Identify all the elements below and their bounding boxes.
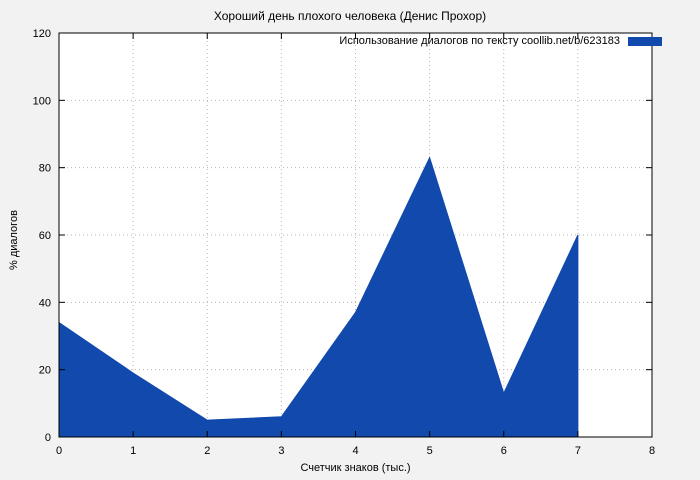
x-tick-label: 1 [130, 445, 136, 457]
x-tick-label: 0 [56, 445, 62, 457]
legend-swatch [628, 36, 662, 46]
y-tick-label: 20 [39, 365, 51, 377]
y-axis-label: % диалогов [8, 210, 20, 270]
y-tick-label: 100 [33, 95, 51, 107]
x-tick-label: 8 [649, 445, 655, 457]
chart-title: Хороший день плохого человека (Денис Про… [213, 9, 487, 23]
y-tick-label: 60 [39, 230, 51, 242]
x-tick-label: 5 [427, 445, 433, 457]
legend: Использование диалогов по тексту coollib… [339, 35, 662, 47]
x-tick-label: 2 [204, 445, 210, 457]
y-tick-label: 0 [45, 432, 51, 444]
y-tick-label: 80 [39, 163, 51, 175]
x-tick-label: 7 [575, 445, 581, 457]
x-tick-label: 6 [501, 445, 507, 457]
x-axis-label: Счетчик знаков (тыс.) [300, 462, 411, 474]
area-series [58, 156, 579, 438]
y-tick-label: 120 [33, 28, 51, 40]
x-tick-label: 4 [352, 445, 358, 457]
x-tick-label: 3 [278, 445, 284, 457]
legend-label: Использование диалогов по тексту coollib… [339, 35, 620, 47]
y-tick-label: 40 [39, 297, 51, 309]
